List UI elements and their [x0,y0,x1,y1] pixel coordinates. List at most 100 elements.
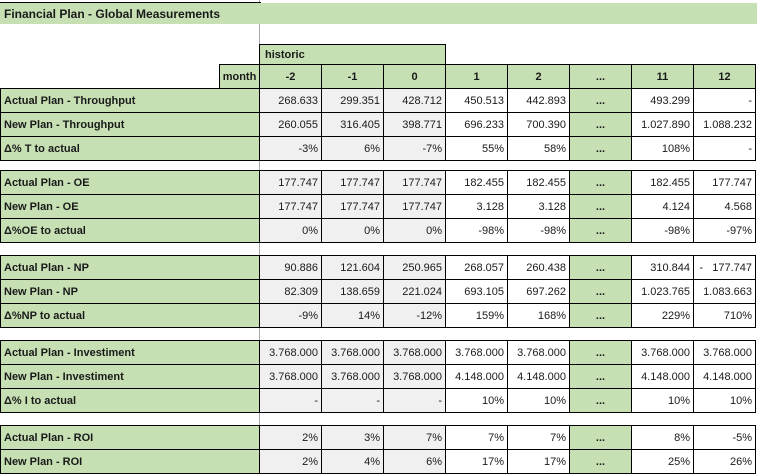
value-cell[interactable]: 3.768.000 [322,365,384,389]
row-label[interactable]: Δ% T to actual [1,137,260,161]
value-cell[interactable]: 221.024 [384,280,446,304]
value-cell[interactable]: 4.148.000 [446,365,508,389]
row-label[interactable]: Actual Plan - Throughput [1,89,260,113]
value-cell[interactable]: 493.299 [632,89,694,113]
ellipsis-cell[interactable]: ... [570,426,632,450]
ellipsis-cell[interactable]: ... [570,280,632,304]
value-cell[interactable]: 697.262 [508,280,570,304]
value-cell[interactable]: 10% [446,389,508,413]
value-cell[interactable]: 182.455 [632,171,694,195]
value-cell[interactable]: 299.351 [322,89,384,113]
value-cell[interactable]: 138.659 [322,280,384,304]
ellipsis-cell[interactable]: ... [570,89,632,113]
value-cell[interactable]: 1.023.765 [632,280,694,304]
value-cell[interactable]: 268.633 [260,89,322,113]
value-cell[interactable]: 3.768.000 [508,341,570,365]
ellipsis-cell[interactable]: ... [570,195,632,219]
row-label[interactable]: Δ% I to actual [1,389,260,413]
value-cell[interactable]: 4.124 [632,195,694,219]
value-cell[interactable]: 0% [322,219,384,243]
value-cell[interactable]: -3% [260,137,322,161]
value-cell[interactable]: 3.768.000 [322,341,384,365]
ellipsis-cell[interactable]: ... [570,389,632,413]
ellipsis-cell[interactable]: ... [570,256,632,280]
value-cell[interactable]: 177.747 [322,171,384,195]
row-label[interactable]: Actual Plan - NP [1,256,260,280]
value-cell[interactable]: 0% [384,219,446,243]
value-cell[interactable]: 108% [632,137,694,161]
value-cell[interactable]: -98% [446,219,508,243]
value-cell[interactable]: -97% [694,219,756,243]
ellipsis-cell[interactable]: ... [570,137,632,161]
value-cell[interactable]: 14% [322,304,384,328]
value-cell[interactable]: 693.105 [446,280,508,304]
value-cell[interactable]: 3.768.000 [260,341,322,365]
ellipsis-cell[interactable]: ... [570,219,632,243]
value-cell[interactable]: - [694,137,756,161]
value-cell[interactable]: 3.768.000 [384,365,446,389]
value-cell[interactable]: -98% [632,219,694,243]
row-label[interactable]: Actual Plan - Investiment [1,341,260,365]
value-cell[interactable]: 121.604 [322,256,384,280]
value-cell[interactable]: 268.057 [446,256,508,280]
value-cell[interactable]: 2% [260,450,322,474]
value-cell[interactable]: 168% [508,304,570,328]
value-cell[interactable]: 25% [632,450,694,474]
value-cell[interactable]: 310.844 [632,256,694,280]
value-cell[interactable]: 17% [508,450,570,474]
month-col-header[interactable]: 1 [446,65,508,89]
value-cell[interactable]: 260.055 [260,113,322,137]
value-cell[interactable]: -12% [384,304,446,328]
value-cell[interactable]: -98% [508,219,570,243]
value-cell[interactable]: 442.893 [508,89,570,113]
value-cell[interactable]: 7% [508,426,570,450]
row-label[interactable]: New Plan - NP [1,280,260,304]
value-cell[interactable]: 1.027.890 [632,113,694,137]
value-cell[interactable]: 4.148.000 [632,365,694,389]
value-cell[interactable]: 58% [508,137,570,161]
value-cell[interactable]: 159% [446,304,508,328]
historic-group-header[interactable]: historic [259,44,446,64]
ellipsis-cell[interactable]: ... [570,450,632,474]
value-cell[interactable]: 177.747 [260,195,322,219]
value-cell[interactable]: 3.768.000 [260,365,322,389]
value-cell[interactable]: 700.390 [508,113,570,137]
row-label[interactable]: New Plan - Investiment [1,365,260,389]
ellipsis-cell[interactable]: ... [570,341,632,365]
value-cell[interactable]: -5% [694,426,756,450]
month-col-header-ellipsis[interactable]: ... [570,65,632,89]
value-cell[interactable]: 250.965 [384,256,446,280]
ellipsis-cell[interactable]: ... [570,113,632,137]
value-cell[interactable]: 3.768.000 [632,341,694,365]
value-cell[interactable]: 2% [260,426,322,450]
value-cell[interactable]: 10% [632,389,694,413]
row-label[interactable]: Actual Plan - OE [1,171,260,195]
month-col-header[interactable]: 12 [694,65,756,89]
row-label[interactable]: Δ%OE to actual [1,219,260,243]
value-cell[interactable]: - 177.747 [694,256,756,280]
value-cell[interactable]: 1.083.663 [694,280,756,304]
value-cell[interactable]: 1.088.232 [694,113,756,137]
month-col-header[interactable]: 0 [384,65,446,89]
sheet-title-cell[interactable]: Financial Plan - Global Measurements [0,3,757,24]
value-cell[interactable]: 7% [384,426,446,450]
value-cell[interactable]: 4% [322,450,384,474]
value-cell[interactable]: 450.513 [446,89,508,113]
value-cell[interactable]: 177.747 [694,171,756,195]
value-cell[interactable]: 0% [260,219,322,243]
value-cell[interactable]: 260.438 [508,256,570,280]
value-cell[interactable]: - [694,89,756,113]
value-cell[interactable]: 3.128 [446,195,508,219]
value-cell[interactable]: 710% [694,304,756,328]
month-col-header[interactable]: 2 [508,65,570,89]
row-label[interactable]: Actual Plan - ROI [1,426,260,450]
value-cell[interactable]: 229% [632,304,694,328]
value-cell[interactable]: 3.768.000 [384,341,446,365]
value-cell[interactable]: 10% [508,389,570,413]
row-label[interactable]: New Plan - ROI [1,450,260,474]
row-label[interactable]: New Plan - OE [1,195,260,219]
ellipsis-cell[interactable]: ... [570,304,632,328]
value-cell[interactable]: 398.771 [384,113,446,137]
value-cell[interactable]: 82.309 [260,280,322,304]
value-cell[interactable]: 428.712 [384,89,446,113]
